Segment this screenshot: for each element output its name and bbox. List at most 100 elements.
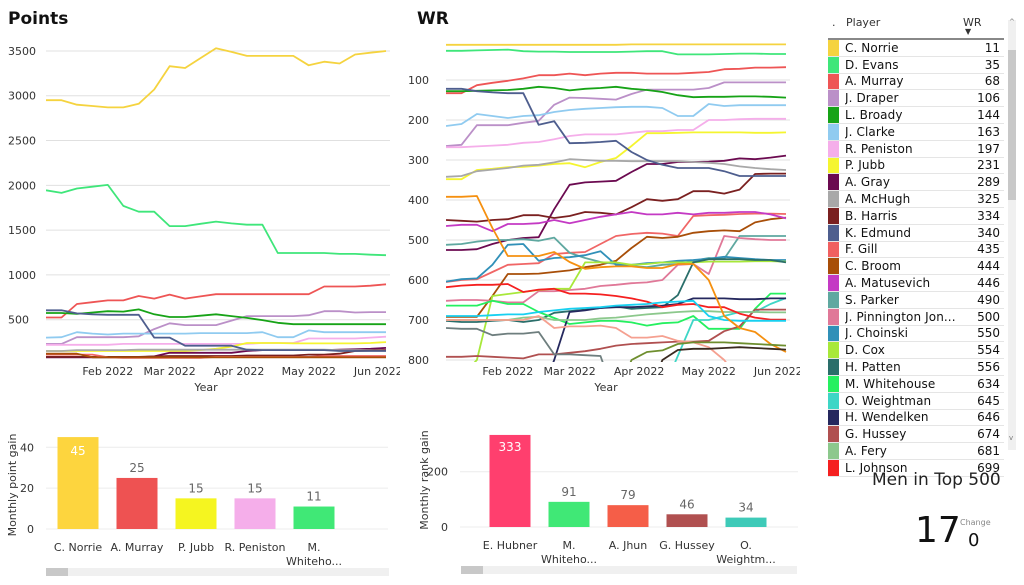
series-line-j-draper[interactable] <box>446 81 786 147</box>
table-row[interactable]: D. Cox 554 <box>828 342 1004 360</box>
player-wr: 490 <box>977 292 1000 307</box>
series-line-other-orange-[interactable] <box>446 195 787 353</box>
series-line-l-broady[interactable] <box>46 308 386 326</box>
column-header-player[interactable]: Player <box>846 16 881 29</box>
kpi-change-label: Change <box>960 518 991 527</box>
series-line-c-broom[interactable] <box>446 216 787 318</box>
table-row[interactable]: S. Parker 490 <box>828 291 1004 309</box>
table-row[interactable]: A. Fery 681 <box>828 443 1004 460</box>
table-row[interactable]: D. Evans 35 <box>828 56 1004 74</box>
table-scrollbar[interactable]: ^ v <box>1008 18 1016 450</box>
series-line-d-evans[interactable] <box>46 183 387 257</box>
points-line-chart[interactable]: 500 1000 1500 2000 2500 3000 3500 Feb 2022 Mar 2… <box>0 30 400 400</box>
series-line-j-clarke[interactable] <box>446 103 786 127</box>
x-category-label: Weightm... <box>716 553 776 566</box>
table-row[interactable]: C. Norrie 11 <box>828 40 1004 57</box>
bar[interactable] <box>725 517 767 527</box>
series-line-g-hussey[interactable] <box>446 308 786 360</box>
series-line-f-gill[interactable] <box>446 212 787 283</box>
series-line-h-wendelken[interactable] <box>446 297 786 400</box>
table-row[interactable]: H. Wendelken 646 <box>828 409 1004 427</box>
bar[interactable] <box>116 477 158 529</box>
points-bar-scroll-thumb[interactable] <box>46 568 68 576</box>
table-row[interactable]: O. Weightman 645 <box>828 392 1004 410</box>
rank-bar-scrollbar[interactable] <box>461 566 797 574</box>
bar[interactable] <box>607 505 649 527</box>
bar[interactable] <box>666 514 708 527</box>
series-line-other-olive-[interactable] <box>446 341 787 400</box>
table-row[interactable]: F. Gill 435 <box>828 241 1004 259</box>
series-line-other-dark-[interactable] <box>446 346 787 400</box>
table-row[interactable]: M. Whitehouse 634 <box>828 375 1004 393</box>
table-row[interactable]: G. Hussey 674 <box>828 426 1004 444</box>
wr-line-chart[interactable]: 100 200 300 400 500 600 700 800 Feb 2022 Mar 2022… <box>400 30 800 400</box>
table-row[interactable]: A. Matusevich 446 <box>828 275 1004 292</box>
table-header: . Player WR ▼ <box>828 12 1010 36</box>
series-line-l-johnson[interactable] <box>446 283 786 321</box>
table-row[interactable]: B. Harris 334 <box>828 207 1004 225</box>
table-row[interactable]: K. Edmund 340 <box>828 224 1004 242</box>
color-swatch <box>828 426 839 443</box>
color-swatch <box>828 359 839 375</box>
x-tick-label: May 2022 <box>282 365 336 378</box>
table-row[interactable]: A. Gray 289 <box>828 174 1004 192</box>
table-scroll-thumb[interactable] <box>1008 50 1016 200</box>
series-line-a-mchugh[interactable] <box>446 158 787 178</box>
y-tick-label: 800 <box>408 354 429 367</box>
series-line-k-edmund[interactable] <box>446 87 786 177</box>
table-row[interactable]: H. Patten 556 <box>828 359 1004 376</box>
table-row[interactable]: L. Broady 144 <box>828 107 1004 124</box>
bar[interactable] <box>489 434 531 527</box>
bar[interactable] <box>175 498 217 529</box>
series-line-a-gray[interactable] <box>446 154 787 251</box>
table-row[interactable]: J. Choinski 550 <box>828 325 1004 343</box>
series-line-p-jubb[interactable] <box>446 131 787 181</box>
series-line-j-draper[interactable] <box>46 310 386 345</box>
table-body: C. Norrie 11 D. Evans 35 A. Murray 68 J. Drape… <box>828 38 1004 477</box>
x-category-label: Whiteho... <box>286 555 342 568</box>
bar[interactable] <box>293 506 335 529</box>
table-row[interactable]: A. Murray 68 <box>828 73 1004 91</box>
table-row[interactable]: J. Draper 106 <box>828 90 1004 108</box>
series-line-j-clarke[interactable] <box>46 329 386 339</box>
series-line-r-peniston[interactable] <box>46 335 387 346</box>
scroll-down-icon[interactable]: v <box>1009 434 1014 442</box>
table-row[interactable]: P. Jubb 231 <box>828 157 1004 175</box>
points-bar-scrollbar[interactable] <box>46 568 389 576</box>
series-line-k-edmund[interactable] <box>46 309 386 352</box>
series-line-c-norrie[interactable] <box>46 47 387 109</box>
bar[interactable] <box>57 437 99 529</box>
series-line-other-grey-[interactable] <box>446 327 786 400</box>
series-line-j-pinnington-jones[interactable] <box>446 235 786 304</box>
series-line-a-murray[interactable] <box>46 283 387 319</box>
series-line-r-peniston[interactable] <box>446 117 786 149</box>
series-line-a-matusevich[interactable] <box>446 211 787 233</box>
series-line-d-evans[interactable] <box>446 48 786 56</box>
series-line-o-weightman[interactable] <box>446 297 787 392</box>
table-row[interactable]: J. Pinnington Jon... 500 <box>828 308 1004 326</box>
table-row[interactable]: A. McHugh 325 <box>828 191 1004 208</box>
rank-bar-scroll-thumb[interactable] <box>461 566 483 574</box>
series-line-a-murray[interactable] <box>446 66 787 95</box>
series-line-j-choinski[interactable] <box>446 243 786 283</box>
table-row[interactable]: J. Clarke 163 <box>828 123 1004 141</box>
table-row[interactable]: L. Johnson 699 <box>828 459 1004 477</box>
bar[interactable] <box>548 501 590 527</box>
bar[interactable] <box>234 498 276 529</box>
scroll-up-icon[interactable]: ^ <box>1009 18 1015 26</box>
series-line-other-salmon-[interactable] <box>446 315 786 380</box>
table-row[interactable]: R. Peniston 197 <box>828 140 1004 158</box>
series-line-d-cox[interactable] <box>446 260 787 388</box>
kpi-title: Men in Top 500 <box>872 470 1001 490</box>
table-row[interactable]: C. Broom 444 <box>828 258 1004 276</box>
color-swatch <box>828 40 839 56</box>
x-tick-label: Jun 2022 <box>753 365 800 378</box>
player-name: A. McHugh <box>845 192 911 207</box>
x-tick-label: Mar 2022 <box>144 365 196 378</box>
series-line-l-broady[interactable] <box>446 85 787 99</box>
series-line-c-broom[interactable] <box>46 352 386 359</box>
player-name: P. Jubb <box>845 158 886 173</box>
column-header-wr[interactable]: WR <box>963 16 982 29</box>
